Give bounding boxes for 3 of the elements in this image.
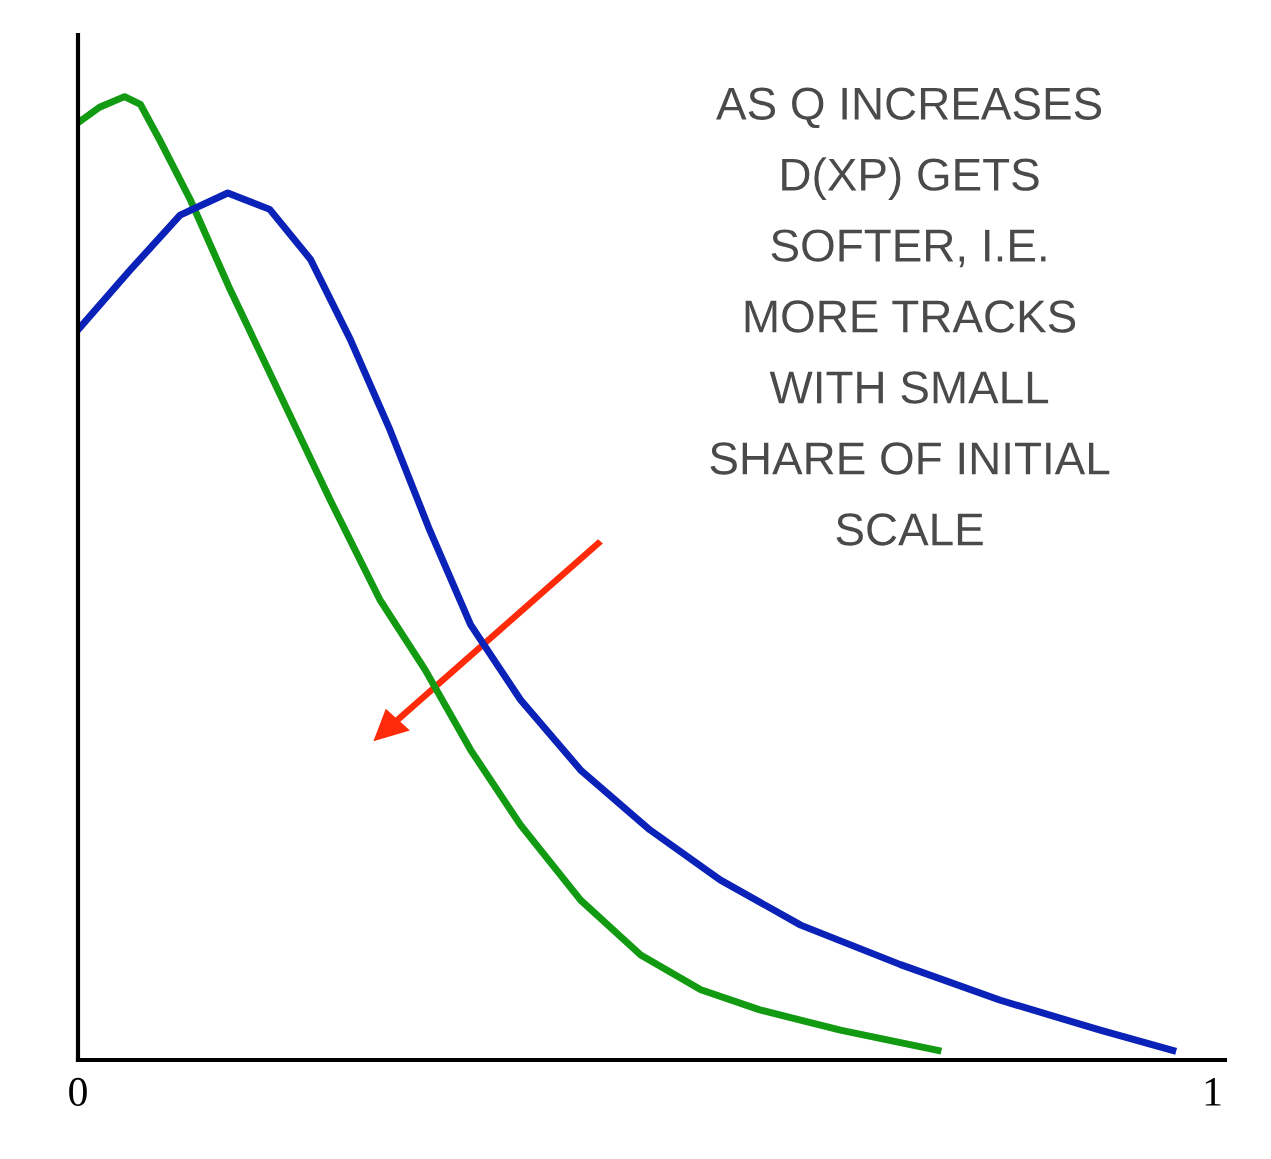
x-tick-label: 1 xyxy=(1205,1078,1221,1106)
x-tick-label: 0 xyxy=(69,1077,87,1106)
annotation: AS Q INCREASES D(XP) GETS SOFTER, I.E. MORE TRACKS WITH SMALL SHARE OF INITIAL SCALE xyxy=(710,87,1110,546)
